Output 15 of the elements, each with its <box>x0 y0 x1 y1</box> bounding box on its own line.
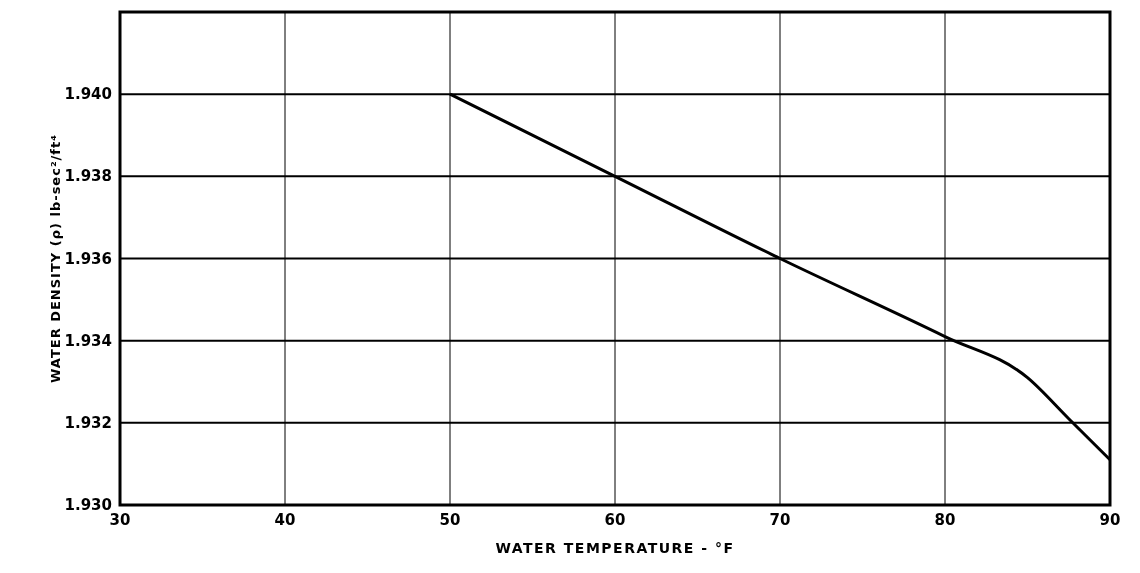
y-tick-label: 1.930 <box>64 496 112 514</box>
x-tick-label: 80 <box>934 511 956 529</box>
y-tick-label: 1.934 <box>64 331 112 350</box>
y-tick-label: 1.936 <box>64 249 112 268</box>
x-tick-label: 40 <box>274 511 296 529</box>
x-axis-title: WATER TEMPERATURE - °F <box>495 540 735 556</box>
y-tick-label: 1.940 <box>64 85 112 104</box>
x-tick-label: 60 <box>604 511 626 529</box>
x-tick-label: 30 <box>109 511 131 529</box>
x-tick-label: 50 <box>439 511 461 529</box>
y-tick-label: 1.938 <box>64 167 112 186</box>
y-axis-title: WATER DENSITY (ρ) lb-sec²/ft⁴ <box>48 134 63 383</box>
x-tick-label: 90 <box>1099 511 1121 529</box>
y-tick-label: 1.932 <box>64 413 112 432</box>
x-tick-label: 70 <box>769 511 791 529</box>
